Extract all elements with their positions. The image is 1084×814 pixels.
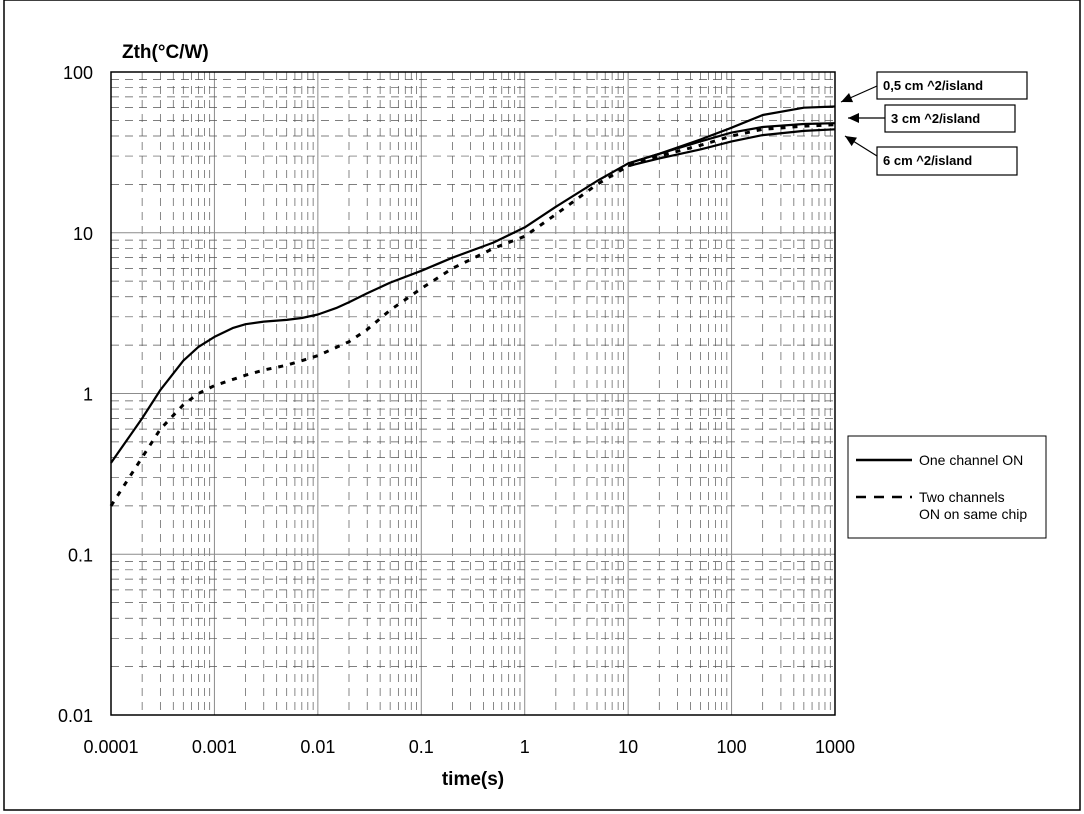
chart-title: Zth(°C/W) — [122, 42, 209, 63]
x-tick-label: 1 — [520, 737, 530, 757]
legend-label-one-channel: One channel ON — [919, 452, 1023, 468]
series-line-solid — [627, 122, 836, 165]
annotations: 0,5 cm ^2/island 3 cm ^2/island 6 cm ^2/is… — [840, 71, 1028, 176]
legend: One channel ON Two channels ON on same c… — [847, 435, 1047, 539]
legend-label-two-channels-line2: ON on same chip — [919, 506, 1027, 522]
y-tick-label: 0.01 — [58, 706, 93, 726]
y-tick-label: 10 — [73, 224, 93, 244]
arrowhead-icon — [845, 136, 857, 147]
annotation-6-cm-box — [876, 146, 1018, 176]
y-tick-label: 100 — [63, 63, 93, 83]
annotation-0-5-cm-box — [876, 71, 1028, 100]
x-tick-label: 0.0001 — [83, 737, 138, 757]
annotation-6-cm-label: 6 cm ^2/island — [883, 153, 972, 168]
legend-box — [847, 435, 1047, 539]
arrowhead-icon — [848, 113, 859, 123]
annotation-0-5-cm-label: 0,5 cm ^2/island — [883, 78, 983, 93]
x-tick-label: 100 — [717, 737, 747, 757]
legend-label-two-channels-line1: Two channels — [919, 489, 1005, 505]
legend-label-two-channels: Two channels ON on same chip — [919, 489, 1027, 522]
y-tick-label: 0.1 — [68, 545, 93, 565]
grid — [111, 72, 835, 715]
annotation-3-cm-label: 3 cm ^2/island — [891, 111, 980, 126]
series-line-solid — [627, 128, 836, 168]
y-tick-label: 1 — [83, 385, 93, 405]
x-tick-label: 0.01 — [300, 737, 335, 757]
arrowhead-icon — [841, 92, 854, 103]
x-tick-label: 10 — [618, 737, 638, 757]
tick-labels: 0.0001 0.001 0.01 0.1 1 10 100 1000 0.01 0.1 1 10 10… — [58, 63, 855, 757]
plot-area — [110, 71, 836, 716]
series-layer — [109, 105, 836, 507]
x-tick-label: 0.001 — [192, 737, 237, 757]
x-axis-label: time(s) — [442, 769, 504, 790]
x-tick-label: 0.1 — [409, 737, 434, 757]
x-tick-label: 1000 — [815, 737, 855, 757]
